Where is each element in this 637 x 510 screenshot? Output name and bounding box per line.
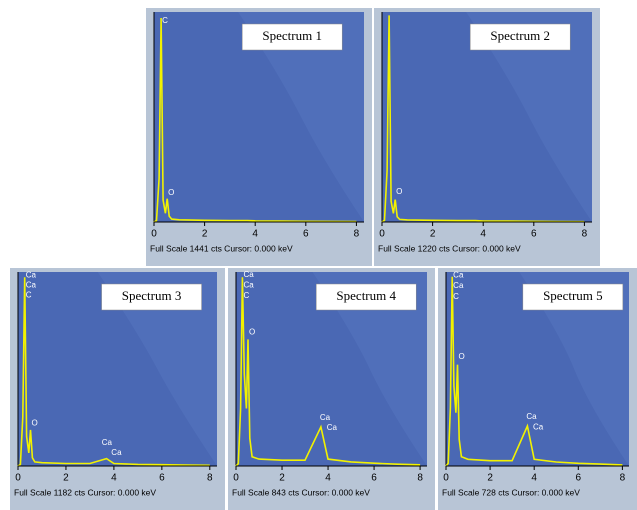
peak-label: Ca [453,281,464,290]
x-tick-label: 4 [252,229,258,240]
peak-label: O [249,328,255,337]
x-tick-label: 0 [443,473,449,484]
x-tick-label: 2 [202,229,208,240]
x-tick-label: 6 [531,229,537,240]
spectrum-title: Spectrum 5 [543,288,603,303]
peak-label: O [168,188,174,197]
x-tick-label: 2 [279,473,285,484]
x-tick-label: 0 [379,229,385,240]
x-tick-label: 6 [371,473,377,484]
peak-label: Ca [533,422,544,431]
x-tick-label: 6 [576,473,582,484]
x-tick-label: 4 [325,473,331,484]
spectrum-title: Spectrum 3 [122,288,182,303]
x-tick-label: 8 [417,473,423,484]
x-tick-label: 6 [159,473,165,484]
spectrum-title: Spectrum 4 [336,288,396,303]
footer-text: Full Scale 1441 cts Cursor: 0.000 keV [150,243,293,253]
x-tick-label: 4 [111,473,117,484]
peak-label: O [31,418,37,427]
x-tick-label: 8 [582,229,588,240]
spectrum-panel: C O Spectrum 1 0 2 4 6 8 Full Scale 1441 cts Cur… [146,8,372,266]
x-tick-label: 0 [15,473,21,484]
x-tick-label: 2 [430,229,436,240]
peak-label: C [162,16,168,25]
x-tick-label: 0 [151,229,157,240]
peak-label: Ca [243,280,254,289]
footer-text: Full Scale 843 cts Cursor: 0.000 keV [232,487,370,497]
footer-text: Full Scale 728 cts Cursor: 0.000 keV [442,487,580,497]
peak-label: Ca [243,270,254,279]
peak-label: Ca [327,423,338,432]
footer-text: Full Scale 1220 cts Cursor: 0.000 keV [378,243,521,253]
x-tick-label: 6 [303,229,309,240]
spectrum-title: Spectrum 1 [262,28,322,43]
peak-label: Ca [102,438,113,447]
footer-text: Full Scale 1182 cts Cursor: 0.000 keV [14,487,156,497]
x-tick-label: 4 [480,229,486,240]
x-tick-label: 2 [63,473,69,484]
peak-label: O [396,187,402,196]
peak-label: Ca [453,271,464,280]
x-tick-label: 8 [354,229,360,240]
figure: C O Spectrum 1 0 2 4 6 8 Full Scale 1441 cts Cur… [0,0,637,510]
x-tick-label: 8 [620,473,626,484]
peak-label: C [453,292,459,301]
peak-label: Ca [320,413,331,422]
spectrum-panel: O Spectrum 2 0 2 4 6 8 Full Scale 1220 cts Curs… [374,8,600,266]
peak-label: Ca [26,271,37,280]
peak-label: C [26,290,32,299]
x-tick-label: 2 [487,473,493,484]
peak-label: Ca [526,412,537,421]
peak-label: C [243,291,249,300]
x-tick-label: 4 [531,473,537,484]
spectrum-title: Spectrum 2 [490,28,550,43]
peak-label: O [458,352,464,361]
peak-label: Ca [26,281,37,290]
peak-label: Ca [111,448,122,457]
x-tick-label: 8 [207,473,213,484]
x-tick-label: 0 [233,473,239,484]
